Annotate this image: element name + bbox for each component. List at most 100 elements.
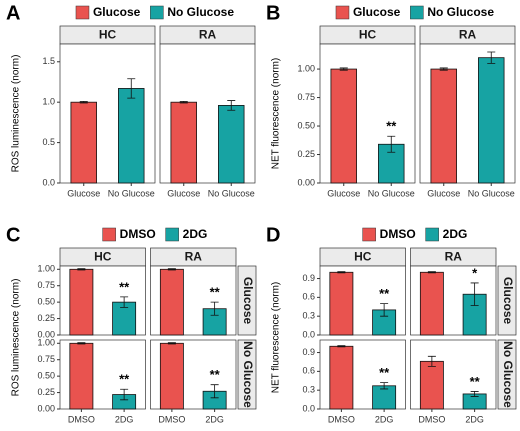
error-bar (439, 67, 448, 71)
legend-swatch (102, 227, 116, 242)
facet-row-label: Glucose (241, 277, 255, 325)
legend-label: Glucose (353, 5, 401, 19)
y-tick-label: 0.3 (302, 311, 315, 321)
y-axis-label: ROS luminescence (norm) (11, 55, 22, 173)
error-bar (79, 100, 88, 104)
x-tick-label: Glucose (427, 188, 460, 198)
y-tick-label: 0.75 (37, 354, 55, 364)
y-tick-label: 1.00 (37, 264, 55, 274)
error-bar (210, 384, 219, 399)
panel-letter: A (6, 2, 20, 24)
significance-label: * (472, 265, 478, 280)
x-tick-label: No Glucose (368, 188, 415, 198)
error-bar (167, 342, 176, 345)
significance-label: ** (119, 372, 130, 387)
significance-label: ** (379, 365, 390, 380)
x-tick-label: 2DG (375, 414, 394, 424)
y-tick-label: 1.0 (42, 97, 55, 107)
legend-swatch (75, 5, 90, 20)
significance-label: ** (210, 367, 221, 382)
facet-strip (497, 265, 517, 336)
bar (70, 101, 97, 184)
significance-label: ** (210, 285, 221, 300)
y-tick-label: 0.6 (302, 366, 315, 376)
error-bar (227, 100, 236, 111)
significance-label: ** (386, 119, 397, 134)
error-bar (339, 67, 348, 71)
error-bar (337, 271, 346, 274)
x-tick-label: No Glucose (208, 188, 255, 198)
panel-letter: C (6, 224, 20, 246)
y-tick-label: 0.75 (37, 280, 55, 290)
bar (170, 101, 197, 184)
bar (159, 268, 184, 336)
error-bar (179, 100, 188, 104)
error-bar (427, 355, 436, 367)
x-tick-label: DMSO (68, 414, 95, 424)
error-bar (487, 51, 496, 64)
y-tick-label: 1.00 (297, 63, 315, 73)
y-tick-label: 1.00 (37, 338, 55, 348)
x-tick-label: 2DG (115, 414, 134, 424)
y-axis-label: NET fluorescence (norm) (271, 282, 282, 394)
bar (330, 68, 357, 184)
legend-label: 2DG (183, 227, 208, 241)
error-bar (127, 78, 136, 99)
error-bar (470, 391, 479, 397)
legend-swatch (425, 227, 439, 242)
panel-letter: B (266, 2, 280, 24)
facet-column-label: RA (445, 250, 463, 264)
legend-label: DMSO (380, 227, 416, 241)
legend-label: No Glucose (427, 5, 494, 19)
bar (419, 271, 444, 336)
y-tick-label: 0.50 (37, 297, 55, 307)
legend-swatch (335, 5, 350, 20)
facet-column-label: RA (459, 28, 477, 42)
y-tick-label: 0.50 (297, 120, 315, 130)
legend-swatch (362, 227, 376, 242)
x-tick-label: Glucose (67, 188, 100, 198)
y-tick-label: 0.5 (42, 137, 55, 147)
error-bar (77, 268, 86, 271)
y-tick-label: 0.0 (302, 403, 315, 413)
facet-row-label: No Glucose (501, 341, 515, 408)
y-tick-label: 0.9 (302, 347, 315, 357)
error-bar (167, 268, 176, 271)
facet-strip (237, 265, 257, 336)
facet-strip (237, 339, 257, 410)
bar (69, 342, 94, 410)
y-tick-label: 0.50 (37, 371, 55, 381)
y-tick-label: 0.3 (302, 385, 315, 395)
x-tick-label: No Glucose (108, 188, 155, 198)
x-tick-label: No Glucose (468, 188, 515, 198)
facet-column-label: HC (99, 28, 117, 42)
y-tick-label: 0.75 (297, 92, 315, 102)
error-bar (380, 303, 389, 317)
y-tick-label: 0.25 (297, 149, 315, 159)
error-bar (77, 342, 86, 345)
y-tick-label: 0.00 (297, 177, 315, 187)
x-tick-label: 2DG (465, 414, 484, 424)
x-tick-label: DMSO (158, 414, 185, 424)
error-bar (210, 301, 219, 316)
legend-swatch (150, 5, 164, 20)
y-tick-label: 1.5 (42, 56, 55, 66)
y-tick-label: 0.0 (302, 329, 315, 339)
significance-label: ** (119, 279, 130, 294)
facet-column-label: HC (94, 250, 112, 264)
x-tick-label: DMSO (328, 414, 355, 424)
legend-label: 2DG (443, 227, 468, 241)
facet-strip (497, 339, 517, 410)
y-tick-label: 0.25 (37, 387, 55, 397)
facet-row-label: Glucose (501, 277, 515, 325)
y-axis-label: NET fluorescence (norm) (271, 58, 282, 170)
x-tick-label: Glucose (167, 188, 200, 198)
bar (329, 345, 354, 410)
x-tick-label: 2DG (205, 414, 224, 424)
y-axis-label: ROS luminescence (norm) (11, 279, 22, 397)
y-tick-label: 0.00 (37, 403, 55, 413)
legend-swatch (165, 227, 179, 242)
error-bar (380, 382, 389, 390)
y-tick-label: 0.0 (42, 177, 55, 187)
